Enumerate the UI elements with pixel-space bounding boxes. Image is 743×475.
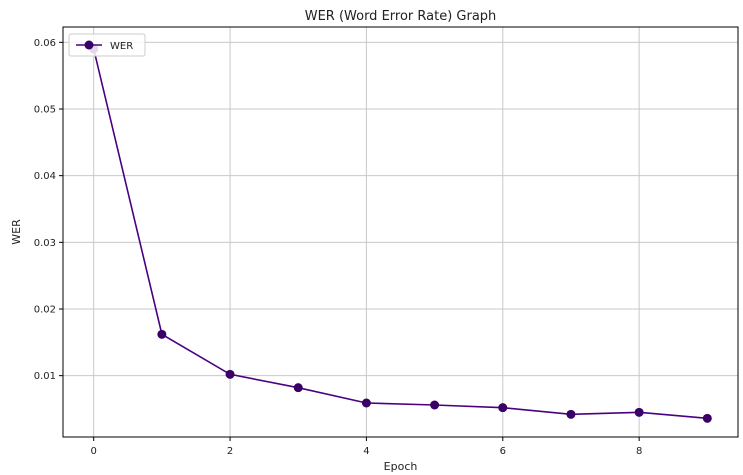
y-axis-label: WER xyxy=(10,219,23,245)
legend-label-wer: WER xyxy=(110,41,133,52)
wer-data-point xyxy=(225,369,235,379)
grid-lines xyxy=(63,27,738,437)
legend-marker-swatch xyxy=(84,40,94,50)
wer-data-point xyxy=(702,413,712,423)
wer-data-point xyxy=(157,329,167,339)
y-tick-label: 0.01 xyxy=(34,371,56,382)
y-tick-label: 0.03 xyxy=(34,238,56,249)
wer-series-points xyxy=(89,44,712,423)
y-tick-label: 0.06 xyxy=(34,38,56,49)
legend: WER xyxy=(68,33,146,57)
x-tick-label: 8 xyxy=(636,446,642,457)
y-tick-label: 0.05 xyxy=(34,105,56,116)
x-axis-ticks: 0 2 4 6 8 xyxy=(90,437,642,457)
x-tick-label: 0 xyxy=(90,446,96,457)
x-tick-label: 2 xyxy=(227,446,233,457)
y-tick-label: 0.04 xyxy=(34,171,56,182)
wer-data-point xyxy=(430,400,440,410)
x-tick-label: 6 xyxy=(500,446,506,457)
y-axis-ticks: 0.01 0.02 0.03 0.04 0.05 0.06 xyxy=(34,38,63,382)
x-tick-label: 4 xyxy=(363,446,369,457)
y-tick-label: 0.02 xyxy=(34,305,56,316)
wer-series-line xyxy=(92,48,708,420)
plot-area-frame xyxy=(62,26,739,438)
wer-data-point xyxy=(293,383,303,393)
wer-data-point xyxy=(634,407,644,417)
legend-box xyxy=(68,33,146,57)
chart-title: WER (Word Error Rate) Graph xyxy=(305,9,497,24)
wer-data-point xyxy=(361,398,371,408)
wer-data-point xyxy=(498,403,508,413)
wer-data-point xyxy=(566,409,576,419)
x-axis-label: Epoch xyxy=(384,460,418,473)
